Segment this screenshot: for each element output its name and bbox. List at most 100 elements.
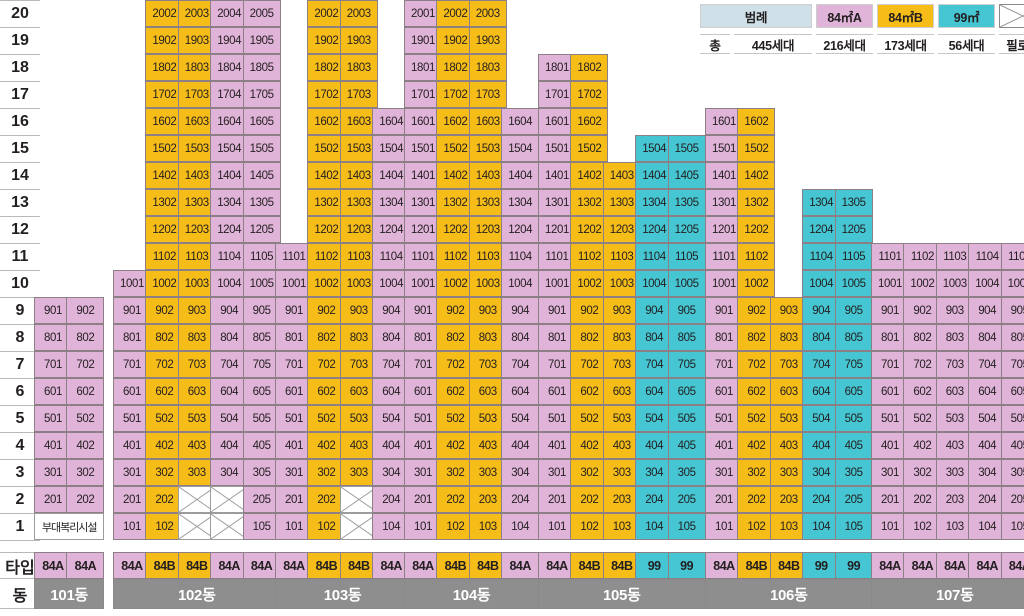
unit-cell[interactable]: 402 (145, 432, 184, 459)
unit-cell[interactable]: 2002 (145, 0, 184, 27)
unit-cell[interactable]: 704 (210, 351, 249, 378)
unit-cell[interactable]: 1603 (339, 108, 378, 135)
unit-cell[interactable]: 1301 (404, 189, 442, 216)
unit-cell[interactable]: 803 (177, 324, 216, 351)
unit-cell[interactable]: 704 (802, 351, 841, 378)
unit-cell[interactable]: 903 (339, 297, 378, 324)
unit-cell[interactable]: 701 (871, 351, 909, 378)
unit-cell[interactable]: 901 (705, 297, 743, 324)
unit-cell[interactable]: 401 (871, 432, 909, 459)
unit-cell[interactable]: 701 (34, 351, 72, 378)
unit-cell[interactable]: 1101 (538, 243, 576, 270)
unit-cell[interactable]: 1204 (210, 216, 249, 243)
unit-cell[interactable]: 1802 (307, 54, 346, 81)
unit-cell[interactable]: 105 (834, 513, 873, 540)
type-cell[interactable]: 99 (802, 552, 841, 579)
unit-cell[interactable]: 604 (635, 378, 674, 405)
unit-cell[interactable]: 901 (113, 297, 151, 324)
unit-cell[interactable]: 1103 (935, 243, 974, 270)
unit-cell[interactable]: 202 (66, 486, 105, 513)
unit-cell[interactable]: 704 (635, 351, 674, 378)
unit-cell[interactable]: 503 (468, 405, 507, 432)
unit-cell[interactable]: 302 (903, 459, 942, 486)
unit-cell[interactable]: 1005 (1000, 270, 1024, 297)
unit-cell[interactable]: 603 (468, 378, 507, 405)
unit-cell[interactable]: 504 (501, 405, 540, 432)
unit-cell[interactable]: 1304 (210, 189, 249, 216)
unit-cell[interactable]: 102 (307, 513, 346, 540)
unit-cell[interactable]: 505 (1000, 405, 1024, 432)
unit-cell[interactable]: 605 (834, 378, 873, 405)
unit-cell[interactable]: 703 (602, 351, 641, 378)
unit-cell[interactable]: 1404 (372, 162, 411, 189)
unit-cell[interactable]: 104 (501, 513, 540, 540)
unit-cell[interactable]: 401 (275, 432, 313, 459)
unit-cell[interactable]: 1604 (501, 108, 540, 135)
unit-cell[interactable]: 1003 (935, 270, 974, 297)
unit-cell[interactable]: 702 (737, 351, 776, 378)
unit-cell[interactable]: 501 (538, 405, 576, 432)
unit-cell[interactable]: 705 (1000, 351, 1024, 378)
unit-cell[interactable]: 602 (66, 378, 105, 405)
unit-cell[interactable]: 502 (145, 405, 184, 432)
unit-cell[interactable]: 601 (404, 378, 442, 405)
unit-cell[interactable]: 1202 (570, 216, 609, 243)
unit-cell[interactable]: 1304 (802, 189, 841, 216)
unit-cell[interactable]: 605 (1000, 378, 1024, 405)
unit-cell[interactable]: 702 (66, 351, 105, 378)
unit-cell[interactable]: 803 (339, 324, 378, 351)
unit-cell[interactable]: 402 (66, 432, 105, 459)
unit-cell[interactable]: 1304 (501, 189, 540, 216)
unit-cell[interactable]: 1801 (404, 54, 442, 81)
type-cell[interactable]: 84A (242, 552, 281, 579)
unit-cell[interactable]: 703 (769, 351, 808, 378)
building-label-104동[interactable]: 104동 (404, 579, 540, 609)
unit-cell[interactable]: 302 (570, 459, 609, 486)
unit-cell[interactable]: 1102 (436, 243, 475, 270)
unit-cell[interactable]: 1802 (570, 54, 609, 81)
unit-cell[interactable]: 501 (113, 405, 151, 432)
unit-cell[interactable]: 1302 (307, 189, 346, 216)
unit-cell[interactable]: 1002 (307, 270, 346, 297)
unit-cell[interactable]: 104 (802, 513, 841, 540)
unit-cell[interactable]: 1405 (242, 162, 281, 189)
unit-cell[interactable]: 704 (968, 351, 1007, 378)
building-label-101동[interactable]: 101동 (34, 579, 105, 609)
unit-cell[interactable]: 202 (436, 486, 475, 513)
unit-cell[interactable]: 1701 (404, 81, 442, 108)
unit-cell[interactable]: 1105 (667, 243, 706, 270)
unit-cell[interactable]: 402 (570, 432, 609, 459)
unit-cell[interactable]: 503 (769, 405, 808, 432)
unit-cell[interactable]: 1403 (602, 162, 641, 189)
unit-cell[interactable]: 301 (404, 459, 442, 486)
unit-cell[interactable]: 1404 (210, 162, 249, 189)
unit-cell[interactable]: 1001 (538, 270, 576, 297)
unit-cell[interactable]: 1301 (705, 189, 743, 216)
unit-cell[interactable]: 301 (538, 459, 576, 486)
unit-cell[interactable]: 901 (871, 297, 909, 324)
unit-cell[interactable]: 1902 (145, 27, 184, 54)
unit-cell[interactable]: 501 (34, 405, 72, 432)
unit-cell[interactable]: 1104 (210, 243, 249, 270)
unit-cell[interactable]: 504 (372, 405, 411, 432)
building-label-107동[interactable]: 107동 (871, 579, 1024, 609)
unit-cell[interactable]: 502 (737, 405, 776, 432)
unit-cell[interactable]: 204 (372, 486, 411, 513)
type-cell[interactable]: 99 (667, 552, 706, 579)
unit-cell[interactable]: 503 (602, 405, 641, 432)
unit-cell[interactable]: 1703 (339, 81, 378, 108)
unit-cell[interactable]: 1101 (705, 243, 743, 270)
unit-cell[interactable]: 701 (705, 351, 743, 378)
unit-cell[interactable]: 601 (705, 378, 743, 405)
unit-cell[interactable]: 801 (871, 324, 909, 351)
unit-cell[interactable]: 1402 (436, 162, 475, 189)
unit-cell[interactable]: 1002 (145, 270, 184, 297)
unit-cell[interactable]: 1101 (275, 243, 313, 270)
unit-cell[interactable]: 902 (307, 297, 346, 324)
unit-cell[interactable]: 1205 (242, 216, 281, 243)
unit-cell[interactable]: 1202 (307, 216, 346, 243)
unit-cell[interactable]: 1102 (570, 243, 609, 270)
unit-cell[interactable]: 1502 (436, 135, 475, 162)
type-cell[interactable]: 84B (145, 552, 184, 579)
unit-cell[interactable]: 603 (339, 378, 378, 405)
